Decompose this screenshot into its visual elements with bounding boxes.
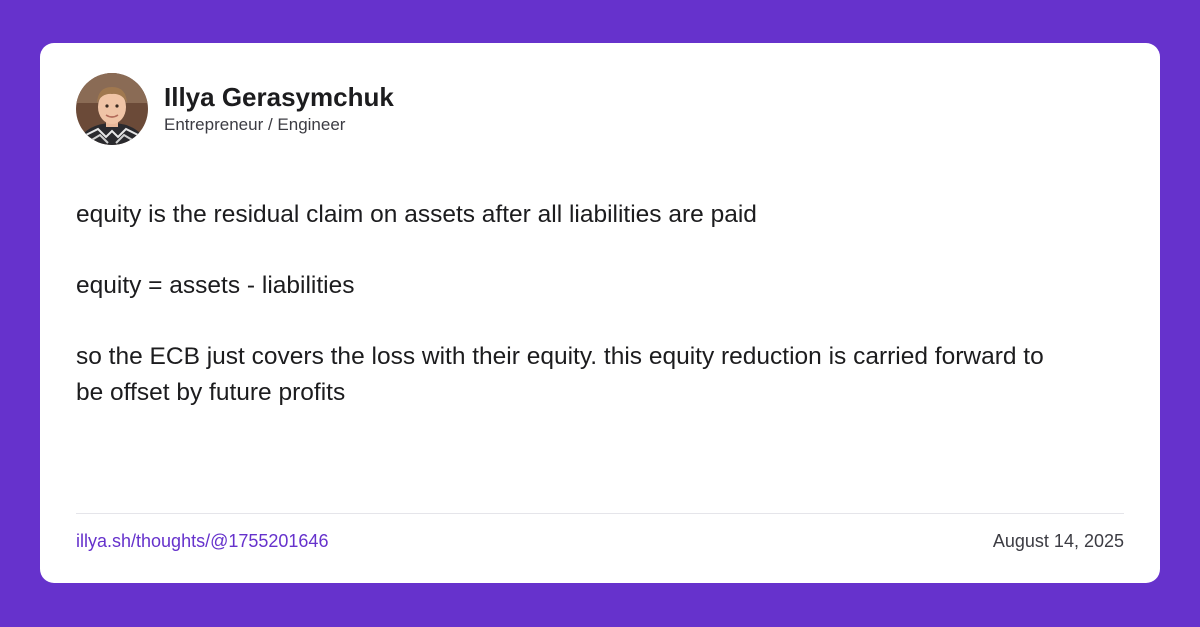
author-header: Illya Gerasymchuk Entrepreneur / Enginee… <box>76 73 394 145</box>
post-content: equity is the residual claim on assets a… <box>76 197 1076 411</box>
permalink[interactable]: illya.sh/thoughts/@1755201646 <box>76 531 329 551</box>
avatar[interactable] <box>76 73 148 145</box>
post-date: August 14, 2025 <box>992 531 1124 551</box>
post-card: Illya Gerasymchuk Entrepreneur / Enginee… <box>40 43 1160 583</box>
footer-divider <box>76 513 1124 514</box>
post-paragraph: equity = assets - liabilities <box>76 272 355 299</box>
author-identity: Illya Gerasymchuk Entrepreneur / Enginee… <box>164 82 394 136</box>
post-paragraph: so the ECB just covers the loss with the… <box>76 343 1044 406</box>
author-name: Illya Gerasymchuk <box>164 82 394 112</box>
post-paragraph: equity is the residual claim on assets a… <box>76 201 757 228</box>
author-title: Entrepreneur / Engineer <box>164 115 346 134</box>
